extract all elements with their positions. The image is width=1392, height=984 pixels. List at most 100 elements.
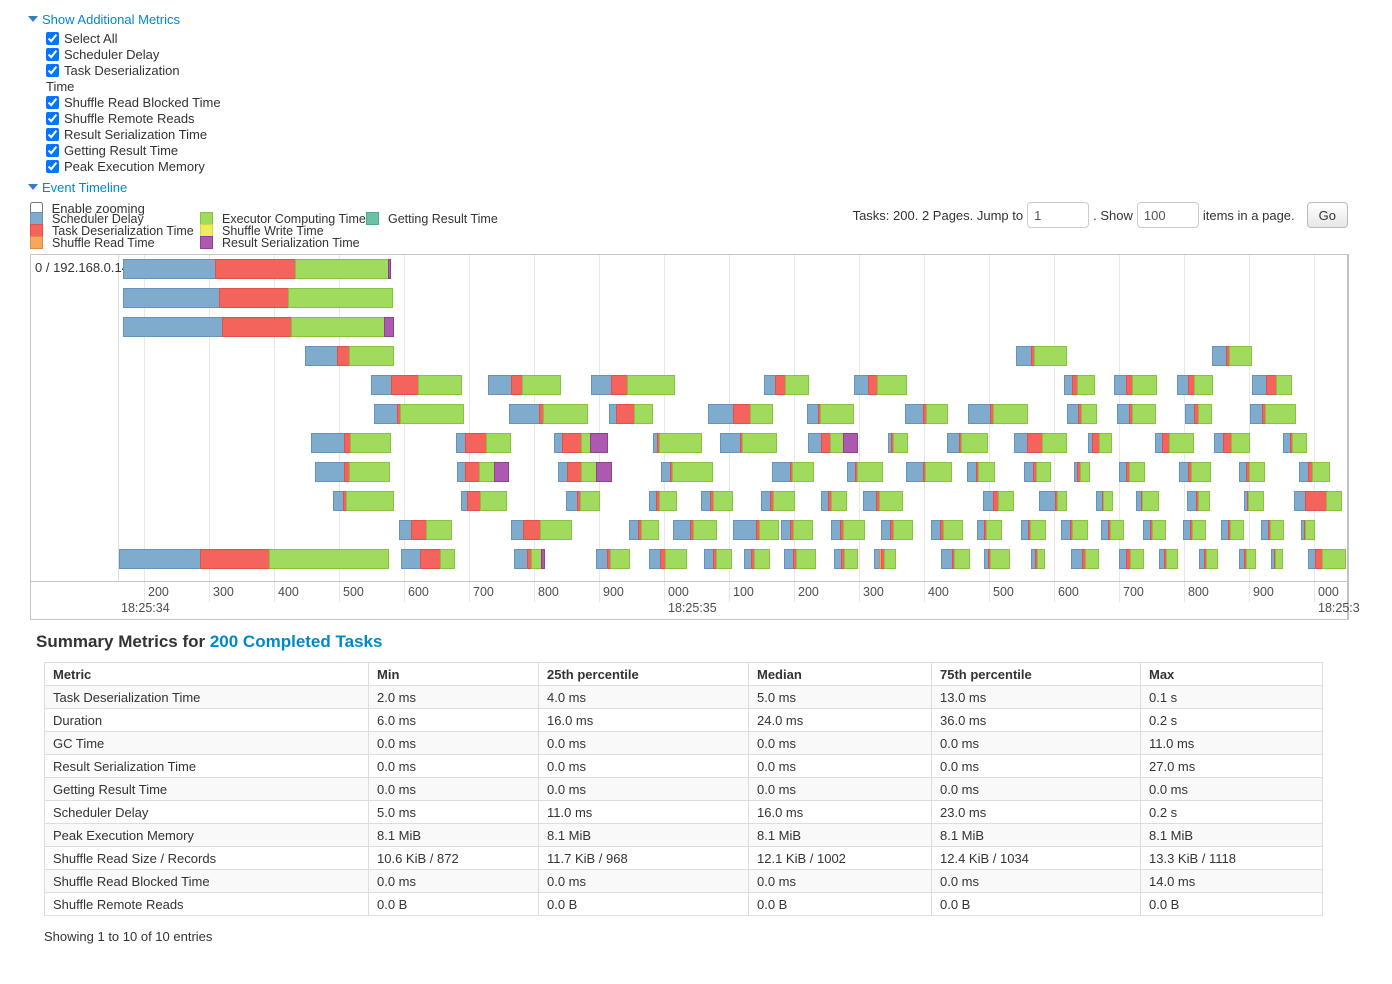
task-bar[interactable]: [1096, 491, 1113, 511]
task-bar[interactable]: [401, 549, 455, 569]
task-bar[interactable]: [1179, 462, 1211, 482]
task-bar[interactable]: [968, 404, 1028, 424]
task-bar[interactable]: [1221, 520, 1244, 540]
task-bar[interactable]: [784, 549, 816, 569]
task-bar[interactable]: [977, 520, 1002, 540]
task-bar[interactable]: [1024, 462, 1051, 482]
task-bar[interactable]: [1071, 549, 1099, 569]
task-bar[interactable]: [831, 520, 865, 540]
task-bar[interactable]: [1283, 433, 1307, 453]
task-bar[interactable]: [1039, 491, 1067, 511]
task-bar[interactable]: [1177, 375, 1213, 395]
task-bar[interactable]: [1244, 491, 1264, 511]
task-bar[interactable]: [649, 549, 687, 569]
task-bar[interactable]: [399, 520, 452, 540]
task-bar[interactable]: [708, 404, 773, 424]
task-bar[interactable]: [888, 433, 908, 453]
task-bar[interactable]: [1117, 404, 1156, 424]
task-bar[interactable]: [1031, 549, 1045, 569]
task-bar[interactable]: [1239, 549, 1256, 569]
task-bar[interactable]: [1016, 346, 1067, 366]
task-bar[interactable]: [554, 433, 608, 453]
task-bar[interactable]: [701, 491, 733, 511]
task-bar[interactable]: [456, 433, 511, 453]
task-bar[interactable]: [1187, 491, 1210, 511]
task-bar[interactable]: [609, 404, 653, 424]
task-bar[interactable]: [566, 491, 600, 511]
task-bar[interactable]: [772, 462, 814, 482]
task-bar[interactable]: [1088, 433, 1112, 453]
task-bar[interactable]: [1064, 375, 1095, 395]
task-bar[interactable]: [1250, 404, 1296, 424]
items-per-page-input[interactable]: [1136, 202, 1199, 228]
task-bar[interactable]: [807, 404, 854, 424]
task-bar[interactable]: [374, 404, 464, 424]
task-bar[interactable]: [305, 346, 394, 366]
task-bar[interactable]: [333, 491, 394, 511]
task-bar[interactable]: [1114, 375, 1157, 395]
task-bar[interactable]: [941, 549, 970, 569]
task-bar[interactable]: [1101, 520, 1124, 540]
task-bar[interactable]: [1143, 520, 1166, 540]
task-bar[interactable]: [1021, 520, 1046, 540]
task-bar[interactable]: [1183, 520, 1206, 540]
task-bar[interactable]: [514, 549, 545, 569]
task-bar[interactable]: [744, 549, 770, 569]
task-bar[interactable]: [874, 549, 896, 569]
task-bar[interactable]: [1214, 433, 1250, 453]
task-bar[interactable]: [854, 375, 907, 395]
event-timeline-toggle[interactable]: Event Timeline: [28, 180, 288, 195]
task-bar[interactable]: [371, 375, 462, 395]
task-bar[interactable]: [1308, 549, 1346, 569]
task-bar[interactable]: [720, 433, 777, 453]
task-bar[interactable]: [821, 491, 847, 511]
task-bar[interactable]: [1239, 462, 1265, 482]
task-bar[interactable]: [457, 462, 509, 482]
task-bar[interactable]: [1185, 404, 1212, 424]
metric-checkbox[interactable]: [46, 144, 59, 157]
task-bar[interactable]: [931, 520, 963, 540]
task-bar[interactable]: [509, 404, 588, 424]
enable-zooming-checkbox[interactable]: [30, 202, 43, 215]
completed-tasks-link[interactable]: 200 Completed Tasks: [209, 632, 383, 651]
task-bar[interactable]: [1212, 346, 1252, 366]
go-button[interactable]: Go: [1306, 202, 1348, 228]
task-bar[interactable]: [847, 462, 883, 482]
task-bar[interactable]: [906, 462, 952, 482]
task-bar[interactable]: [1061, 520, 1088, 540]
task-bar[interactable]: [1271, 549, 1283, 569]
task-bar[interactable]: [1199, 549, 1218, 569]
task-bar[interactable]: [123, 317, 394, 337]
metric-checkbox[interactable]: [46, 32, 59, 45]
task-bar[interactable]: [649, 491, 677, 511]
task-bar[interactable]: [1261, 520, 1284, 540]
task-bar[interactable]: [947, 433, 988, 453]
task-bar[interactable]: [1119, 549, 1144, 569]
task-bar[interactable]: [808, 433, 858, 453]
task-bar[interactable]: [983, 491, 1014, 511]
metric-checkbox[interactable]: [46, 64, 59, 77]
task-bar[interactable]: [781, 520, 813, 540]
task-bar[interactable]: [461, 491, 507, 511]
task-bar[interactable]: [984, 549, 1010, 569]
task-bar[interactable]: [1155, 433, 1194, 453]
jump-to-page-input[interactable]: [1027, 202, 1090, 228]
task-bar[interactable]: [761, 491, 795, 511]
task-bar[interactable]: [1119, 462, 1145, 482]
task-bar[interactable]: [311, 433, 391, 453]
task-bar[interactable]: [863, 491, 903, 511]
task-bar[interactable]: [1252, 375, 1292, 395]
task-bar[interactable]: [629, 520, 659, 540]
task-bar[interactable]: [488, 375, 561, 395]
task-bar[interactable]: [1294, 491, 1342, 511]
task-bar[interactable]: [704, 549, 732, 569]
task-bar[interactable]: [1067, 404, 1097, 424]
task-bar[interactable]: [733, 520, 779, 540]
task-bar[interactable]: [558, 462, 612, 482]
task-bar[interactable]: [591, 375, 675, 395]
task-bar[interactable]: [905, 404, 948, 424]
show-additional-metrics-toggle[interactable]: Show Additional Metrics: [28, 12, 288, 27]
task-bar[interactable]: [834, 549, 858, 569]
task-bar[interactable]: [673, 520, 717, 540]
task-bar[interactable]: [123, 288, 393, 308]
